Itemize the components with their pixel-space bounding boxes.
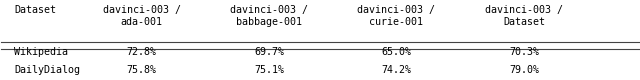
Text: davinci-003 /
Dataset: davinci-003 / Dataset <box>485 5 563 27</box>
Text: davinci-003 /
curie-001: davinci-003 / curie-001 <box>358 5 435 27</box>
Text: 70.3%: 70.3% <box>509 47 539 57</box>
Text: 75.1%: 75.1% <box>254 65 284 75</box>
Text: DailyDialog: DailyDialog <box>14 65 80 75</box>
Text: 65.0%: 65.0% <box>381 47 412 57</box>
Text: 72.8%: 72.8% <box>127 47 157 57</box>
Text: 75.8%: 75.8% <box>127 65 157 75</box>
Text: Wikipedia: Wikipedia <box>14 47 68 57</box>
Text: 74.2%: 74.2% <box>381 65 412 75</box>
Text: 79.0%: 79.0% <box>509 65 539 75</box>
Text: 69.7%: 69.7% <box>254 47 284 57</box>
Text: Dataset: Dataset <box>14 5 56 15</box>
Text: davinci-003 /
ada-001: davinci-003 / ada-001 <box>102 5 180 27</box>
Text: davinci-003 /
babbage-001: davinci-003 / babbage-001 <box>230 5 308 27</box>
